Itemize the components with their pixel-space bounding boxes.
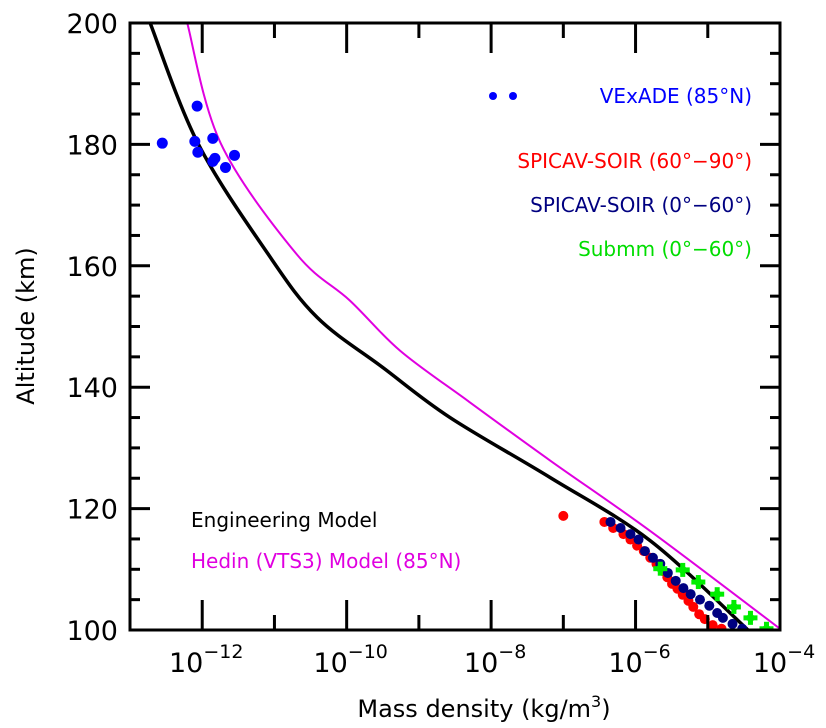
legend-dot <box>489 92 497 100</box>
y-tick-label: 140 <box>66 373 118 404</box>
data-point-cross <box>653 561 668 576</box>
data-point <box>647 552 658 563</box>
axes-frame <box>128 21 782 632</box>
data-point-cross <box>675 562 690 577</box>
data-point <box>639 546 650 557</box>
legend-entry: SPICAV-SOIR (60°−90°) <box>517 149 752 173</box>
y-tick-label: 120 <box>66 495 118 526</box>
data-point <box>207 132 219 144</box>
data-point <box>704 600 715 611</box>
data-point <box>717 612 728 623</box>
data-point <box>678 583 689 594</box>
x-tick-labels: 10−12 10−10 10−8 10−6 10−4 <box>169 641 815 679</box>
data-point-cross <box>743 610 758 625</box>
x-tick-label: 10−4 <box>753 641 815 679</box>
legend-dot <box>509 92 517 100</box>
x-axis-title: Mass density (kg/m3) <box>357 692 610 723</box>
data-point <box>707 620 718 630</box>
series-submm-0-60 <box>653 561 774 630</box>
data-point <box>219 161 231 173</box>
cross-center <box>694 578 703 587</box>
legend-label: Submm (0°−60°) <box>578 237 752 261</box>
y-tick-label: 160 <box>66 252 118 283</box>
x-tick-label: 10−12 <box>169 641 243 679</box>
data-point <box>694 594 705 605</box>
legend-label: SPICAV-SOIR (60°−90°) <box>517 149 752 173</box>
data-point <box>615 523 626 534</box>
legend-entry: SPICAV-SOIR (0°−60°) <box>530 193 752 217</box>
series-spicav-soir-0-60 <box>605 516 748 630</box>
series-hedin-vts3-model-85-n <box>186 23 780 630</box>
series-layer <box>148 23 780 630</box>
data-point <box>605 516 616 527</box>
x-tick-label: 10−8 <box>464 641 526 679</box>
legend-entry: VExADE (85°N) <box>489 84 752 108</box>
data-point <box>727 618 738 629</box>
series-engineering-model <box>148 23 750 630</box>
data-point <box>685 589 696 600</box>
data-point <box>670 575 681 586</box>
data-point-cross <box>726 599 741 614</box>
data-point <box>737 623 748 630</box>
legend-label: SPICAV-SOIR (0°−60°) <box>530 193 752 217</box>
x-tick-label: 10−10 <box>313 641 387 679</box>
legend-label: VExADE (85°N) <box>600 84 752 108</box>
legend-label: Hedin (VTS3) Model (85°N) <box>191 549 461 573</box>
ticks <box>130 21 782 632</box>
legend-bottom-left: Engineering Model Hedin (VTS3) Model (85°… <box>191 508 461 573</box>
data-point <box>156 137 168 149</box>
model-line <box>148 23 750 630</box>
data-point <box>688 601 699 612</box>
y-tick-labels: 100 120 140 160 180 200 <box>66 9 118 647</box>
cross-center <box>729 602 738 611</box>
y-axis-title: Altitude (km) <box>12 247 40 404</box>
series-vexade-85-n <box>156 100 241 173</box>
data-point <box>716 623 727 630</box>
model-line <box>186 23 780 630</box>
data-point-cross <box>691 575 706 590</box>
legend-label: Engineering Model <box>191 508 377 532</box>
y-tick-label: 200 <box>66 9 118 40</box>
data-point <box>633 534 644 545</box>
series-spicav-soir-60-90 <box>558 510 727 630</box>
x-tick-label: 10−6 <box>608 641 670 679</box>
y-tick-label: 100 <box>66 616 118 647</box>
data-point-cross <box>710 587 725 602</box>
plot-border <box>128 21 782 632</box>
data-point <box>625 529 636 540</box>
cross-center <box>678 565 687 574</box>
data-point <box>191 100 203 112</box>
data-point <box>229 149 241 161</box>
data-point <box>209 152 221 164</box>
legend-top-right: VExADE (85°N) SPICAV-SOIR (60°−90°) SPICAV… <box>489 84 752 261</box>
data-point <box>558 510 569 521</box>
data-point <box>189 135 201 147</box>
cross-center <box>656 564 665 573</box>
data-point <box>192 146 204 158</box>
y-tick-label: 180 <box>66 130 118 161</box>
cross-center <box>713 590 722 599</box>
cross-center <box>746 613 755 622</box>
legend-entry: Submm (0°−60°) <box>578 237 752 261</box>
